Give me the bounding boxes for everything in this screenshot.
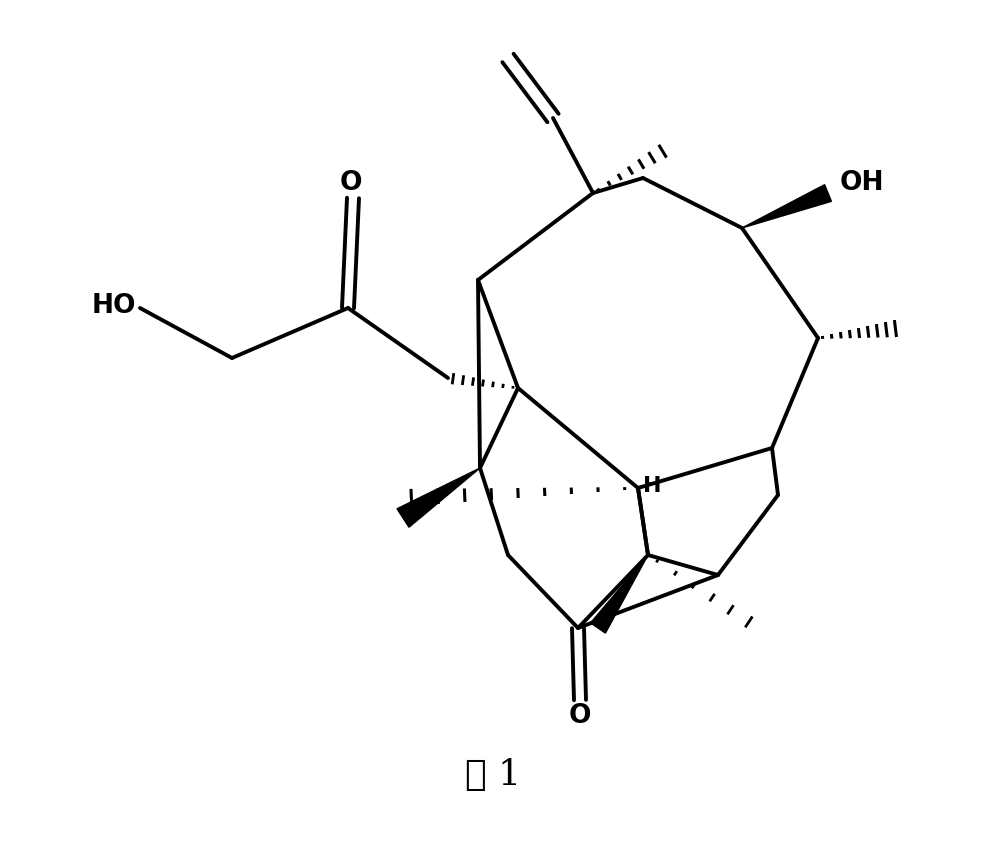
Text: O: O <box>340 170 362 196</box>
Text: O: O <box>569 703 592 729</box>
Text: 式 1: 式 1 <box>465 758 521 792</box>
Text: HO: HO <box>92 293 136 319</box>
Polygon shape <box>591 555 648 633</box>
Text: H: H <box>643 476 662 496</box>
Polygon shape <box>742 185 831 228</box>
Text: OH: OH <box>840 170 884 196</box>
Polygon shape <box>397 468 480 527</box>
